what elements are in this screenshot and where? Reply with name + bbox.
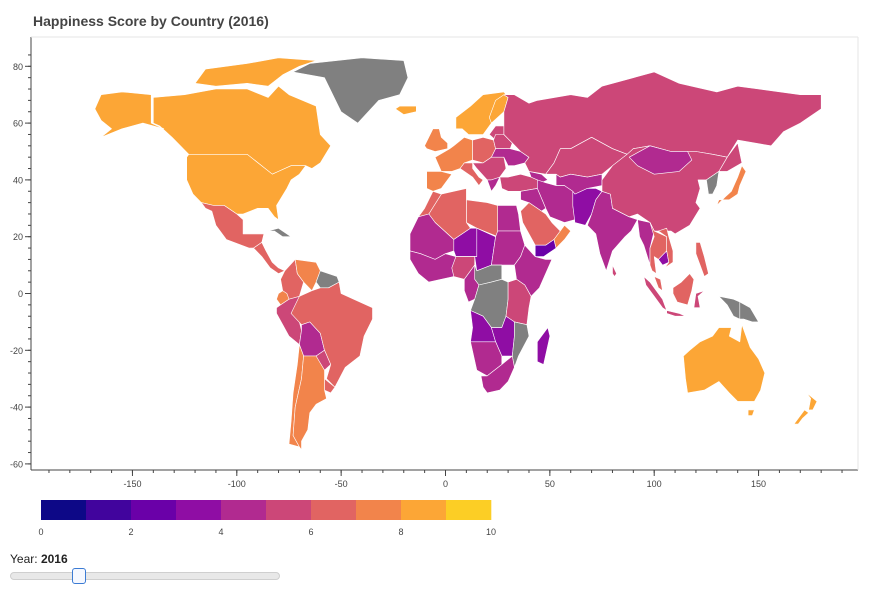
year-slider-handle[interactable] (71, 568, 86, 584)
color-bar-swatch (311, 500, 357, 520)
color-bar-tick-label: 8 (398, 527, 403, 537)
country-brazil (290, 281, 373, 388)
country-java (666, 310, 686, 317)
chart-title: Happiness Score by Country (2016) (33, 13, 269, 29)
color-bar-swatch (221, 500, 267, 520)
country-iberia (426, 171, 453, 192)
country-east-africa (505, 278, 532, 326)
country-thailand-laos (649, 222, 668, 274)
country-philippines (695, 242, 709, 277)
x-tick-label: 150 (751, 479, 766, 489)
country-south-africa (480, 355, 515, 394)
map-layer (94, 57, 822, 451)
color-bar-swatch (356, 500, 402, 520)
x-tick-label: 0 (443, 479, 448, 489)
country-tasmania (747, 409, 755, 416)
country-greece (486, 176, 501, 192)
country-argentina (292, 355, 327, 451)
color-bar-tick-label: 0 (38, 527, 43, 537)
country-mozambique (511, 321, 530, 368)
x-tick-label: -100 (228, 479, 246, 489)
country-madagascar (536, 327, 551, 365)
country-japan (716, 165, 747, 206)
color-bar-swatch (131, 500, 177, 520)
country-balkans (472, 156, 507, 181)
country-italy (459, 162, 484, 186)
color-bar-tick-label: 6 (308, 527, 313, 537)
color-bar-swatch (401, 500, 447, 520)
country-sulawesi (693, 290, 705, 309)
country-egypt (497, 205, 521, 232)
country-venezuela (294, 259, 321, 292)
color-bar: 0 2 4 6 8 10 (38, 500, 496, 537)
country-oman (553, 225, 572, 249)
color-bar-swatch (176, 500, 222, 520)
x-tick-label: 50 (545, 479, 555, 489)
country-papua (739, 301, 759, 323)
color-bar-swatch (266, 500, 312, 520)
country-cuba (267, 227, 292, 237)
year-value: 2016 (40, 552, 68, 566)
country-sri-lanka (612, 264, 617, 277)
x-tick-label: 100 (647, 479, 662, 489)
x-tick-label: -150 (123, 479, 141, 489)
country-russia (503, 71, 822, 175)
country-borneo (672, 273, 695, 306)
color-bar-tick-label: 10 (486, 527, 496, 537)
country-ireland-and-uk (424, 128, 448, 152)
color-bar-swatch (41, 500, 87, 520)
y-tick-label: 40 (13, 175, 23, 185)
y-tick-label: -60 (10, 459, 23, 469)
country-mongolia (628, 145, 693, 175)
y-tick-label: 60 (13, 119, 23, 129)
y-tick-label: -40 (10, 403, 23, 413)
y-tick-label: 80 (13, 62, 23, 72)
y-tick-label: -20 (10, 346, 23, 356)
country-new-zealand-south (793, 409, 809, 425)
country-korea (706, 171, 720, 195)
country-new-guinea (718, 295, 741, 320)
country-china (601, 145, 728, 235)
country-australia (683, 324, 766, 402)
axis-layer: -60 -40 -20 0 20 40 60 80 -150 -100 -50 0 50 100 150 (10, 36, 859, 489)
y-tick-label: 0 (18, 289, 23, 299)
color-bar-tick-label: 2 (128, 527, 133, 537)
color-bar-swatch (446, 500, 492, 520)
country-canadian-arctic-islands (194, 57, 317, 87)
country-central-america (253, 242, 286, 274)
country-iceland (395, 105, 417, 115)
country-malaysia-peninsula (653, 276, 663, 292)
country-vietnam (658, 227, 674, 269)
color-bar-tick-label: 4 (218, 527, 223, 537)
year-label: Year: 2016 (10, 552, 68, 566)
country-greenland (292, 57, 409, 124)
country-mexico (201, 202, 265, 249)
color-bar-swatch (86, 500, 132, 520)
year-label-text: Year: (10, 552, 38, 566)
country-alaska (94, 91, 165, 138)
x-tick-label: -50 (335, 479, 348, 489)
country-new-zealand-north (806, 392, 818, 411)
country-sumatra (643, 276, 668, 311)
year-slider[interactable] (10, 568, 280, 584)
y-tick-label: 20 (13, 232, 23, 242)
